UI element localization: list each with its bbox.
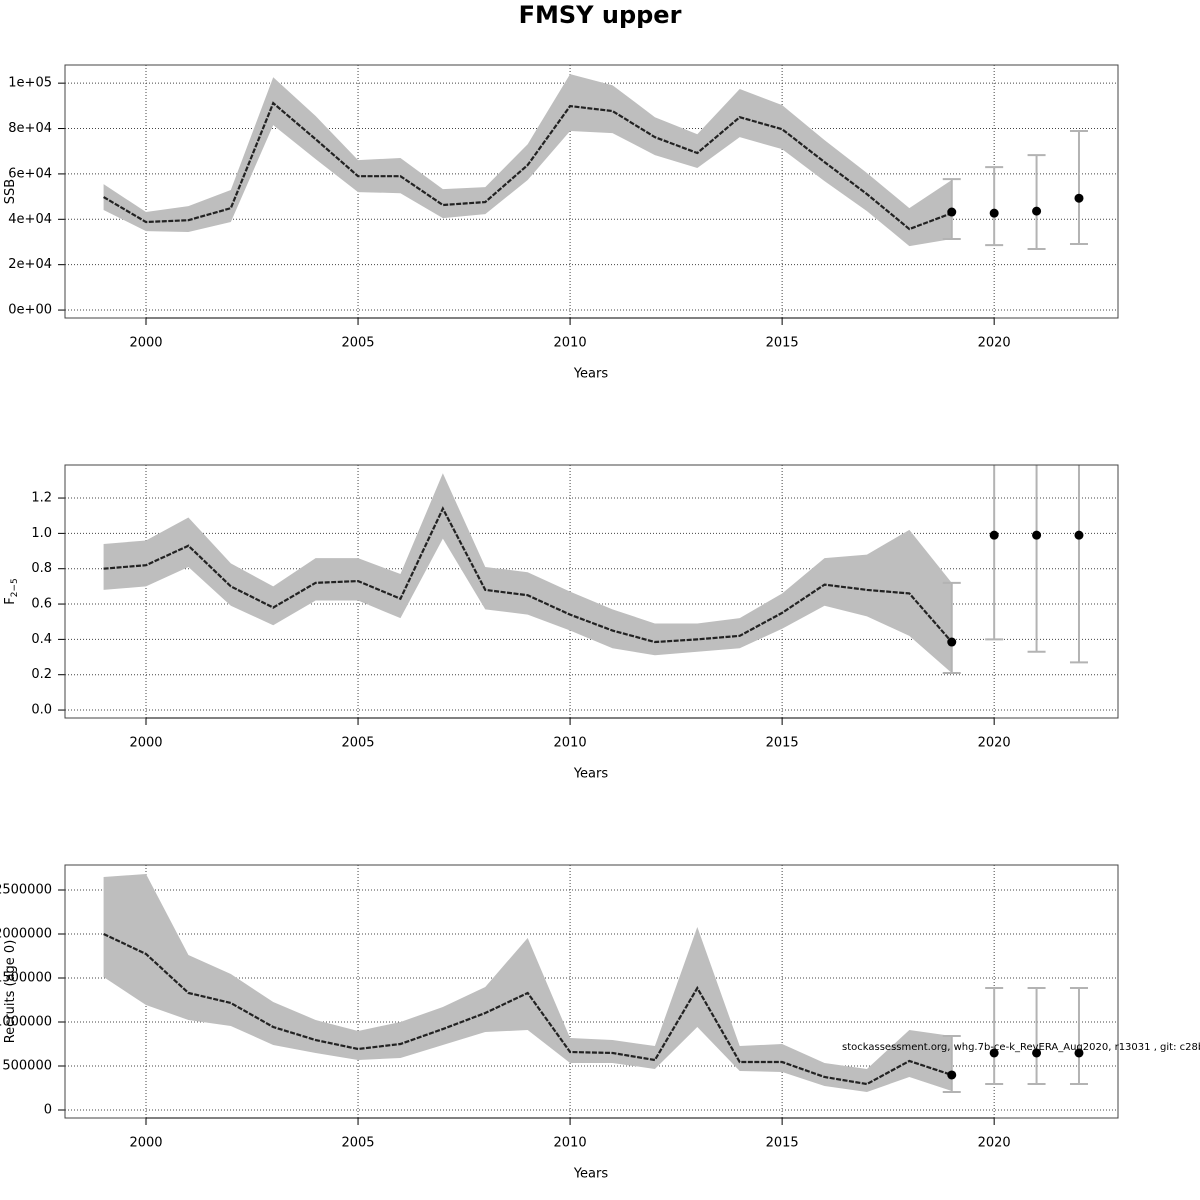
- y-tick-label: 4e+04: [8, 212, 52, 227]
- y-axis-label-text: F: [3, 597, 18, 604]
- x-axis-label: Years: [573, 767, 609, 782]
- plot-area: [103, 74, 1088, 251]
- y-tick-label: 2000000: [0, 926, 52, 941]
- x-axis-label: Years: [573, 1167, 609, 1182]
- y-tick-label: 0: [44, 1102, 52, 1117]
- forecast-point: [989, 530, 999, 540]
- x-tick-label: 2015: [766, 1136, 799, 1151]
- y-axis-label: Recruits (age 0): [3, 940, 18, 1044]
- y-tick-label: 2e+04: [8, 257, 52, 272]
- annotation: stockassessment.org, whg.7b-ce-k_RevERA_…: [842, 1042, 1200, 1053]
- chart-title: FMSY upper: [519, 1, 682, 29]
- forecast-point: [989, 208, 999, 218]
- y-tick-label: 0.4: [31, 632, 52, 647]
- estimate-line: [103, 932, 953, 1086]
- y-tick-label: 2500000: [0, 882, 52, 897]
- forecast-point: [1074, 530, 1084, 540]
- plot-area: [103, 465, 1088, 674]
- y-tick-label: 1500000: [0, 970, 52, 985]
- x-tick-label: 2010: [554, 736, 587, 751]
- y-axis-label-text: SSB: [3, 179, 18, 204]
- y-tick-label: 8e+04: [8, 121, 52, 136]
- x-tick-label: 2005: [341, 336, 374, 351]
- y-axis-label-text: Recruits (age 0): [3, 940, 18, 1044]
- y-tick-label: 1e+05: [8, 76, 52, 91]
- forecast-point: [1074, 193, 1084, 203]
- plot-area: [103, 873, 1088, 1093]
- y-tick-label: 0e+00: [8, 303, 52, 318]
- estimate-line: [103, 101, 953, 231]
- forecast-point: [1032, 206, 1042, 216]
- x-tick-label: 2005: [341, 736, 374, 751]
- confidence-band: [103, 473, 952, 673]
- forecast-point: [947, 1070, 957, 1080]
- x-tick-label: 2020: [978, 336, 1011, 351]
- x-tick-label: 2005: [341, 1136, 374, 1151]
- forecast-point: [947, 637, 957, 647]
- x-tick-label: 2015: [766, 736, 799, 751]
- y-axis-label: F2−5: [3, 578, 20, 604]
- y-tick-label: 1.0: [31, 526, 52, 541]
- forecast-point: [1074, 1048, 1084, 1058]
- x-tick-label: 2000: [129, 336, 162, 351]
- x-tick-label: 2015: [766, 336, 799, 351]
- y-tick-label: 0.6: [31, 597, 52, 612]
- y-tick-label: 0.8: [31, 561, 52, 576]
- x-tick-label: 2020: [978, 1136, 1011, 1151]
- y-tick-label: 0.2: [31, 667, 52, 682]
- y-tick-label: 6e+04: [8, 166, 52, 181]
- confidence-band: [103, 873, 952, 1092]
- y-tick-label: 1.2: [31, 491, 52, 506]
- x-tick-label: 2000: [129, 1136, 162, 1151]
- x-tick-label: 2010: [554, 336, 587, 351]
- forecast-point: [1032, 1048, 1042, 1058]
- y-axis-label-sub: 2−5: [10, 578, 20, 597]
- y-tick-label: 0.0: [31, 703, 52, 718]
- estimate-line: [103, 506, 953, 644]
- y-tick-label: 1000000: [0, 1014, 52, 1029]
- x-tick-label: 2010: [554, 1136, 587, 1151]
- x-tick-label: 2000: [129, 736, 162, 751]
- forecast-point: [989, 1048, 999, 1058]
- x-axis-label: Years: [573, 367, 609, 382]
- forecast-point: [1032, 530, 1042, 540]
- forecast-point: [947, 207, 957, 217]
- y-tick-label: 500000: [2, 1058, 52, 1073]
- y-axis-label: SSB: [3, 179, 18, 204]
- x-tick-label: 2020: [978, 736, 1011, 751]
